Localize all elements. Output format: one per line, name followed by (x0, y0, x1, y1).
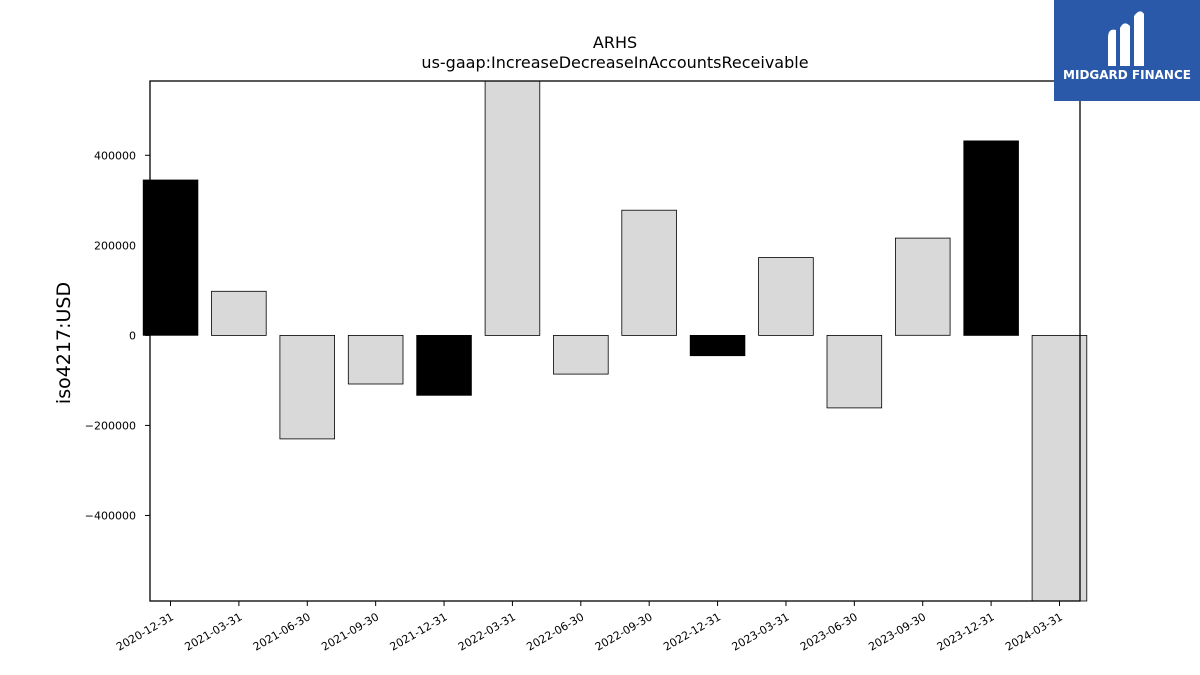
bar-2022-09-30 (621, 209, 677, 336)
bar-2021-03-31 (211, 290, 267, 336)
bar-2023-06-30 (826, 334, 883, 409)
y-tick-label: 200000 (94, 239, 136, 252)
x-tick-label: 2022-03-31 (456, 610, 518, 653)
x-tick-label: 2023-06-30 (798, 610, 860, 653)
bar-2023-09-30 (895, 237, 951, 336)
x-tick-label: 2024-03-31 (1003, 610, 1065, 653)
bar-2023-12-31 (963, 140, 1019, 336)
x-tick-label: 2021-09-30 (319, 610, 381, 653)
bars-group (142, 80, 1088, 602)
bar-2021-12-31 (416, 334, 472, 396)
bar-2020-12-31 (142, 179, 199, 336)
x-tick-label: 2022-09-30 (593, 610, 655, 653)
x-tick-label: 2021-06-30 (251, 610, 313, 653)
chart-subtitle: us-gaap:IncreaseDecreaseInAccountsReceiv… (421, 53, 808, 72)
x-axis: 2020-12-31 2021-03-31 2021-06-30 2021-09-30… (114, 601, 1065, 654)
bar-2022-03-31 (484, 80, 541, 336)
y-axis-label: iso4217:USD (53, 282, 75, 404)
x-tick-label: 2023-09-30 (866, 610, 928, 653)
x-tick-label: 2021-12-31 (388, 610, 450, 653)
x-tick-label: 2023-12-31 (935, 610, 997, 653)
midgard-finance-logo: MIDGARD FINANCE (1054, 0, 1200, 101)
plot-frame (149, 80, 1081, 602)
logo-text: MIDGARD FINANCE (1063, 68, 1191, 82)
y-tick-label: −400000 (85, 509, 136, 522)
bar-2022-12-31 (689, 334, 746, 357)
bar-2024-03-31 (1031, 334, 1088, 602)
y-tick-label: 400000 (94, 149, 136, 162)
bar-2021-06-30 (279, 334, 335, 440)
y-axis: −400000 −200000 0 200000 400000 (85, 149, 150, 522)
bar-2022-06-30 (553, 334, 609, 375)
x-tick-label: 2020-12-31 (114, 610, 176, 653)
x-tick-label: 2022-06-30 (524, 610, 586, 653)
x-tick-label: 2021-03-31 (183, 610, 245, 653)
y-tick-label: 0 (129, 329, 136, 342)
bar-2021-09-30 (347, 334, 404, 385)
x-tick-label: 2022-12-31 (661, 610, 723, 653)
chart-title: ARHS (593, 33, 637, 52)
midgard-m-icon (1108, 11, 1144, 66)
y-tick-label: −200000 (85, 419, 136, 432)
x-tick-label: 2023-03-31 (730, 610, 792, 653)
bar-2023-03-31 (758, 257, 814, 336)
